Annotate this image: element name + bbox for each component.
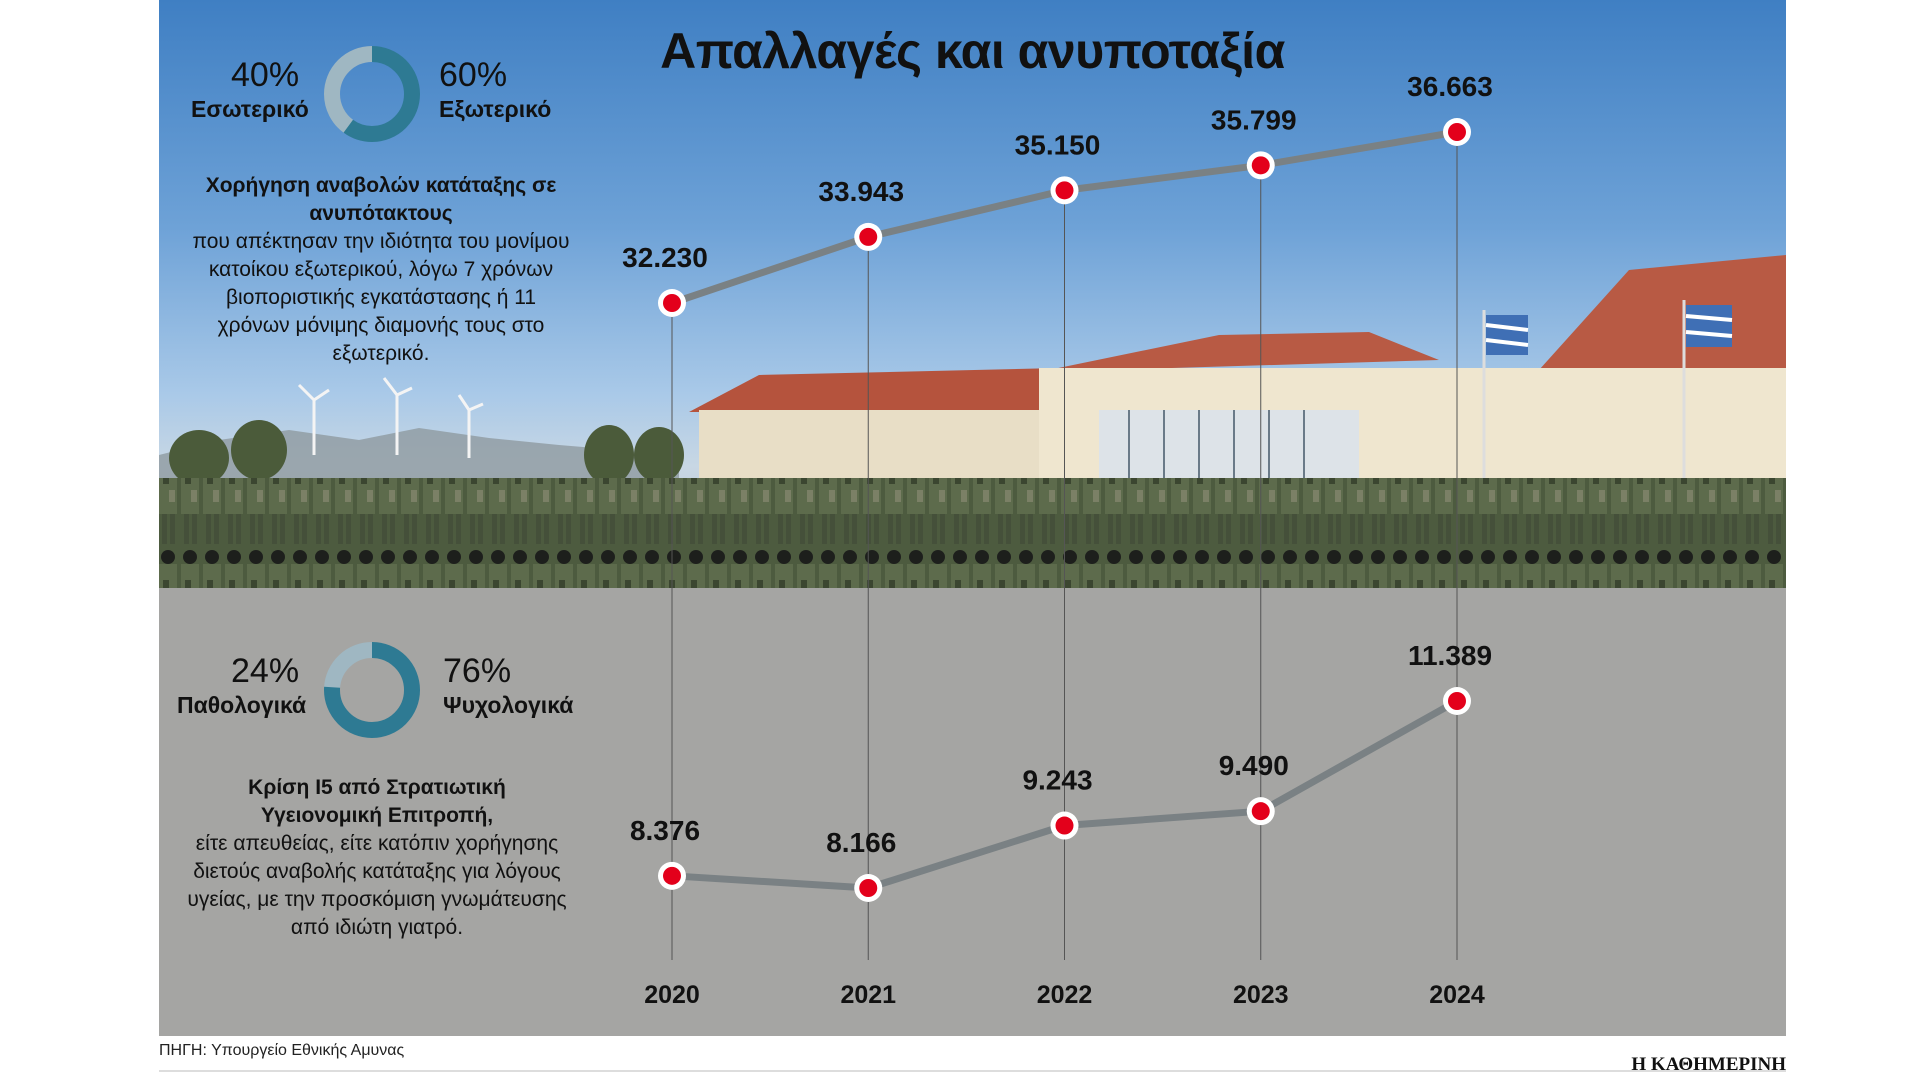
donut-chart-health [324,642,420,738]
data-label-1-2: 9.243 [1022,765,1092,796]
bottom-description-heading: Κρίση Ι5 από Στρατιωτική Υγειονομική Επι… [248,776,506,827]
data-label-0-2: 35.150 [1015,129,1101,160]
donut-top-right-label: Εξωτερικό [439,96,552,122]
data-label-1-0: 8.376 [630,815,700,846]
point-1-4 [1448,692,1466,710]
data-label-0-4: 36.663 [1407,71,1493,102]
data-label-1-1: 8.166 [826,827,896,858]
point-1-0 [663,866,681,885]
data-label-0-3: 35.799 [1211,104,1297,135]
brand-logo: Η ΚΑΘΗΜΕΡΙΝΗ [1631,1054,1786,1075]
top-description-text: που απέκτησαν την ιδιότητα του μονίμου κ… [192,230,570,365]
point-1-2 [1055,816,1074,835]
footer-divider [159,1070,1786,1072]
donut-top-right-pct: 60% [439,56,508,94]
point-0-3 [1251,156,1270,175]
data-label-1-3: 9.490 [1219,750,1289,781]
donut-segment-right [324,46,420,142]
point-1-3 [1251,802,1270,821]
data-label-1-4: 11.389 [1408,640,1492,671]
data-label-0-0: 32.230 [622,242,708,273]
point-0-2 [1055,181,1074,200]
donut-bottom-left-pct: 24% [231,652,300,690]
x-tick-label-2021: 2021 [840,981,896,1009]
chart-title: Απαλλαγές και ανυποταξία [660,23,1285,79]
infographic-panel: 32.230 33.943 35.150 35.799 36.663 8.376 8.166… [159,0,1786,1036]
donut-top-left-label: Εσωτερικό [191,96,309,122]
x-tick-label-2020: 2020 [644,981,700,1009]
point-0-4 [1448,123,1466,141]
donut-segment-right [324,642,420,738]
donut-top-left-pct: 40% [231,56,300,94]
point-0-0 [663,294,681,312]
point-1-1 [859,879,878,897]
donut-chart-residence [324,46,420,142]
x-tick-label-2024: 2024 [1429,981,1485,1009]
point-0-1 [859,227,878,246]
line-chart: 32.230 33.943 35.150 35.799 36.663 8.376 8.166… [622,71,1493,1009]
top-description-heading: Χορήγηση αναβολών κατάταξης σε ανυπότακτ… [205,174,557,225]
x-tick-label-2022: 2022 [1037,981,1093,1009]
source-note: ΠΗΓΗ: Υπουργείο Εθνικής Αμυνας [159,1042,405,1059]
donut-bottom-left-label: Παθολογικά [177,692,307,718]
donut-bottom-right-pct: 76% [443,652,512,690]
top-description: Χορήγηση αναβολών κατάταξης σε ανυπότακτ… [191,172,571,368]
x-tick-label-2023: 2023 [1233,981,1289,1009]
parade-photo-background [159,255,1786,1036]
bottom-description: Κρίση Ι5 από Στρατιωτική Υγειονομική Επι… [187,774,567,942]
donut-bottom-right-label: Ψυχολογικά [443,692,574,718]
data-label-0-1: 33.943 [818,176,904,207]
bottom-description-text: είτε απευθείας, είτε κατόπιν χορήγησης δ… [187,832,567,939]
